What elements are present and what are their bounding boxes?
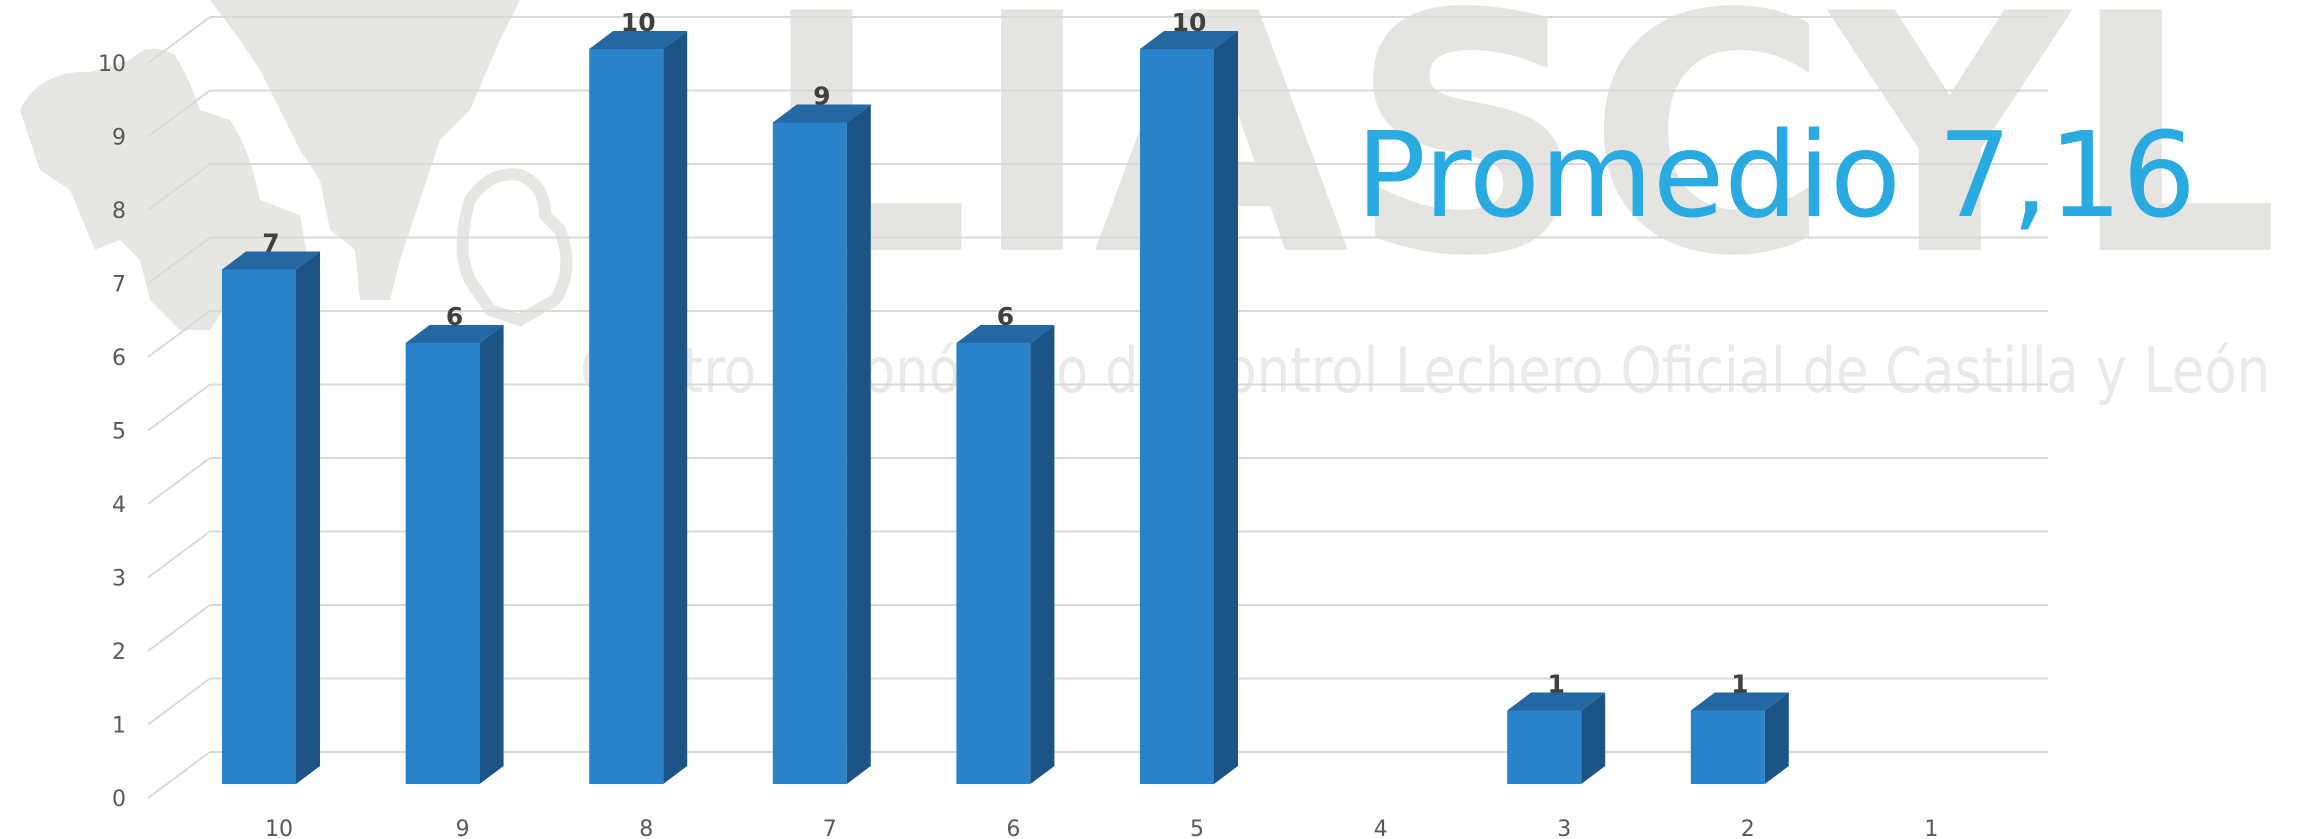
bar — [222, 251, 320, 784]
x-tick-label: 5 — [1190, 817, 1204, 839]
bar-front — [405, 343, 480, 784]
bar-top — [589, 31, 688, 49]
bar — [1507, 692, 1606, 784]
bar-front — [589, 49, 664, 784]
gridline-side — [147, 530, 211, 579]
bar-side — [1581, 692, 1606, 784]
bar-side — [1030, 325, 1055, 784]
y-tick-label: 0 — [112, 787, 126, 812]
bar-side — [1764, 692, 1789, 784]
x-tick-label: 3 — [1557, 817, 1571, 839]
bar — [589, 31, 688, 784]
bar-top — [1507, 692, 1606, 711]
bar-top — [405, 325, 504, 343]
bar-side — [1214, 31, 1238, 784]
y-tick-label: 3 — [112, 567, 126, 592]
data-label: 10 — [621, 8, 656, 37]
x-tick-label: 1 — [1924, 817, 1938, 839]
data-label: 6 — [997, 302, 1014, 331]
y-tick-label: 9 — [112, 126, 126, 151]
gridline-side — [147, 457, 211, 505]
y-tick-label: 8 — [112, 199, 126, 224]
data-label: 1 — [1731, 670, 1748, 699]
data-labels: 7 6 10 9 6 10 1 1 — [262, 8, 1748, 699]
bar-top — [1140, 31, 1238, 49]
bar-front — [222, 269, 296, 784]
average-annotation: Promedio 7,16 — [1356, 106, 2196, 244]
y-tick-label: 1 — [112, 714, 126, 739]
gridlines — [147, 16, 2048, 799]
data-label: 1 — [1547, 670, 1564, 699]
animal-silhouette-icon — [20, 0, 573, 431]
bar-front — [772, 122, 847, 784]
y-tick-label: 5 — [112, 420, 126, 445]
gridline-side — [147, 89, 211, 138]
x-axis-tick-labels: 10 9 8 7 6 5 4 3 2 1 — [265, 817, 1938, 839]
gridline-side — [147, 16, 211, 64]
bar — [1140, 31, 1238, 784]
gridline-side — [147, 236, 211, 285]
bar-side — [479, 325, 504, 784]
data-label: 10 — [1172, 8, 1207, 37]
x-tick-label: 8 — [639, 817, 653, 839]
bar-side — [296, 251, 320, 784]
bar-top — [1690, 692, 1789, 711]
data-label: 9 — [813, 82, 830, 111]
bar — [405, 325, 504, 784]
x-tick-label: 6 — [1006, 817, 1020, 839]
gridline-side — [147, 677, 211, 726]
bars — [222, 31, 1789, 784]
gridline-side — [147, 751, 211, 799]
bar — [772, 104, 871, 784]
x-tick-label: 4 — [1374, 817, 1388, 839]
gridline-side — [147, 604, 211, 652]
bar-front — [1690, 710, 1765, 784]
bar-front — [1507, 710, 1582, 784]
gridline-side — [147, 310, 211, 358]
gridline-side — [147, 163, 211, 211]
bar-top — [222, 251, 320, 270]
y-tick-label: 10 — [98, 52, 126, 77]
bar-side — [663, 31, 688, 784]
bar-top — [772, 104, 871, 123]
bar-front — [956, 343, 1031, 784]
y-tick-label: 7 — [112, 273, 126, 298]
y-tick-label: 6 — [112, 346, 126, 371]
data-label: 6 — [446, 302, 463, 331]
x-tick-label: 7 — [823, 817, 837, 839]
y-axis-tick-labels: 0 1 2 3 4 5 6 7 8 9 10 — [98, 52, 126, 812]
bar-side — [846, 104, 871, 784]
x-tick-label: 10 — [265, 817, 293, 839]
gridline-side — [147, 383, 211, 432]
bar-top — [956, 325, 1055, 343]
bar-front — [1140, 49, 1214, 784]
x-tick-label: 2 — [1741, 817, 1755, 839]
y-tick-label: 4 — [112, 493, 126, 518]
data-label: 7 — [262, 229, 279, 258]
y-tick-label: 2 — [112, 640, 126, 665]
bar — [1690, 692, 1789, 784]
bar — [956, 325, 1055, 784]
x-tick-label: 9 — [456, 817, 470, 839]
